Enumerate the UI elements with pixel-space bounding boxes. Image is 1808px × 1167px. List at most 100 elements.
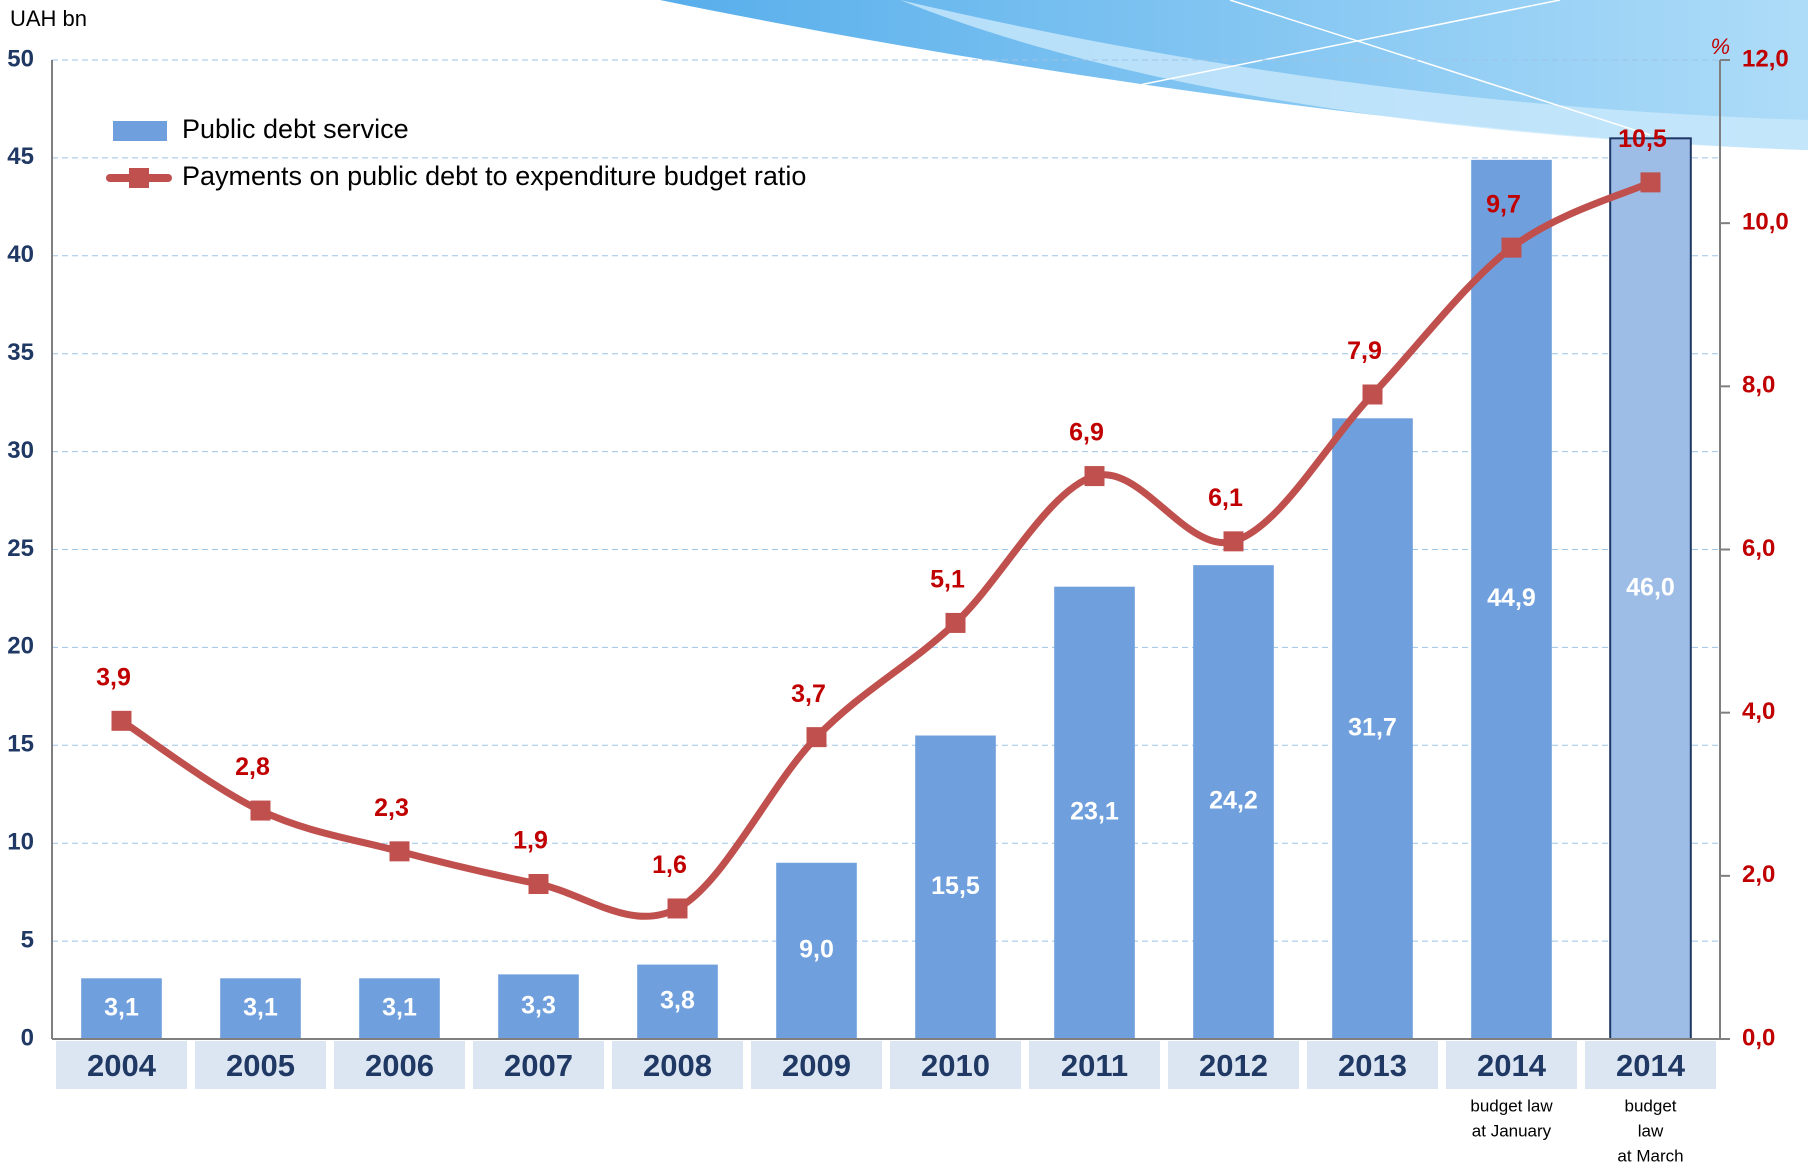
category-box: [1585, 1041, 1716, 1089]
category-box: [1168, 1041, 1299, 1089]
bar: [637, 964, 718, 1039]
y2-tick-label: 0,0: [1742, 1024, 1775, 1051]
y2-tick-label: 2,0: [1742, 861, 1775, 888]
x-tick-label: 2006: [365, 1048, 434, 1083]
bar: [1193, 565, 1274, 1039]
category-box: [751, 1041, 882, 1089]
bar-value-label: 31,7: [1348, 713, 1397, 741]
category-box: [473, 1041, 604, 1089]
line-marker: [1501, 237, 1522, 258]
category-box: [334, 1041, 465, 1089]
category-box: [612, 1041, 743, 1089]
x-tick-label: 2011: [1061, 1048, 1128, 1083]
y-tick-label: 10: [7, 829, 34, 856]
bar: [1471, 159, 1552, 1039]
y-tick-label: 50: [7, 45, 34, 72]
y-tick-label: 0: [21, 1024, 34, 1051]
line-marker: [1640, 172, 1661, 193]
y2-axis-label: %: [1710, 34, 1730, 59]
y-tick-label: 20: [7, 633, 34, 660]
legend: Public debt service Payments on public d…: [106, 114, 806, 191]
bar: [498, 974, 579, 1039]
bar-value-label: 9,0: [799, 935, 834, 963]
x-tick-label: 2010: [921, 1048, 990, 1083]
line-marker: [389, 841, 410, 862]
category-note: at March: [1617, 1146, 1683, 1165]
legend-label: Payments on public debt to expenditure b…: [182, 161, 806, 191]
bar-value-label: 23,1: [1070, 797, 1119, 825]
y2-tick-label: 8,0: [1742, 372, 1775, 399]
x-tick-label: 2014: [1616, 1048, 1686, 1083]
decoration: [660, 0, 1808, 150]
bar: [776, 862, 857, 1039]
x-tick-label: 2005: [226, 1048, 295, 1083]
line-value-label: 1,9: [513, 827, 548, 855]
category-box: [1029, 1041, 1160, 1089]
line-value-label: 6,1: [1208, 484, 1243, 512]
legend-label: Public debt service: [182, 114, 409, 144]
x-tick-label: 2008: [643, 1048, 712, 1083]
line-value-label: 10,5: [1618, 125, 1667, 153]
bar: [1609, 137, 1692, 1040]
category-box: [56, 1041, 187, 1089]
line-marker: [528, 873, 549, 894]
line-marker: [1223, 531, 1244, 552]
line-marker: [806, 727, 827, 748]
bar-value-label: 3,1: [382, 993, 417, 1021]
y2-tick-label: 4,0: [1742, 698, 1775, 725]
legend-swatch: [129, 168, 149, 188]
bar-value-label: 15,5: [931, 872, 980, 900]
bar: [359, 978, 440, 1039]
category-note: budget: [1625, 1096, 1677, 1115]
x-tick-label: 2012: [1199, 1048, 1268, 1083]
line-marker: [667, 898, 688, 919]
line-marker: [945, 612, 966, 633]
line-marker: [1362, 384, 1383, 405]
line-value-label: 2,3: [374, 794, 409, 822]
x-tick-label: 2004: [87, 1048, 157, 1083]
category-box: [890, 1041, 1021, 1089]
category-note: at January: [1472, 1121, 1552, 1140]
line-value-label: 3,9: [96, 663, 131, 691]
y-tick-label: 5: [21, 926, 34, 953]
y-tick-label: 25: [7, 535, 34, 562]
bar-value-label: 46,0: [1626, 573, 1675, 601]
category-note: budget law: [1470, 1096, 1553, 1115]
line-marker: [250, 800, 271, 821]
y-axis-label: UAH bn: [10, 6, 87, 31]
bar: [1054, 586, 1135, 1039]
bar: [81, 978, 162, 1039]
x-tick-label: 2007: [504, 1048, 573, 1083]
bar-value-label: 24,2: [1209, 787, 1258, 815]
y-tick-label: 40: [7, 241, 34, 268]
bar-value-label: 3,3: [521, 991, 556, 1019]
category-box: [1446, 1041, 1577, 1089]
bar-value-label: 44,9: [1487, 584, 1536, 612]
line-value-label: 1,6: [652, 851, 687, 879]
category-note: law: [1638, 1121, 1664, 1140]
bar-value-label: 3,1: [104, 993, 139, 1021]
line-value-label: 9,7: [1486, 190, 1521, 218]
y-tick-label: 15: [7, 731, 34, 758]
x-tick-label: 2009: [782, 1048, 851, 1083]
category-box: [1307, 1041, 1438, 1089]
x-tick-label: 2013: [1338, 1048, 1407, 1083]
line-value-label: 7,9: [1347, 337, 1382, 365]
y-tick-label: 45: [7, 143, 34, 170]
line-marker: [1084, 466, 1105, 487]
y2-tick-label: 12,0: [1742, 45, 1789, 72]
line-value-label: 3,7: [791, 680, 826, 708]
line-value-label: 5,1: [930, 566, 965, 594]
legend-swatch: [113, 121, 167, 141]
bar: [1332, 418, 1413, 1040]
bar-value-label: 3,1: [243, 993, 278, 1021]
bar: [915, 735, 996, 1039]
line-value-label: 6,9: [1069, 419, 1104, 447]
line-marker: [111, 710, 132, 731]
y-tick-label: 30: [7, 437, 34, 464]
bar-value-label: 3,8: [660, 986, 695, 1014]
category-box: [195, 1041, 326, 1089]
line-value-label: 2,8: [235, 753, 270, 781]
x-tick-label: 2014: [1477, 1048, 1547, 1083]
